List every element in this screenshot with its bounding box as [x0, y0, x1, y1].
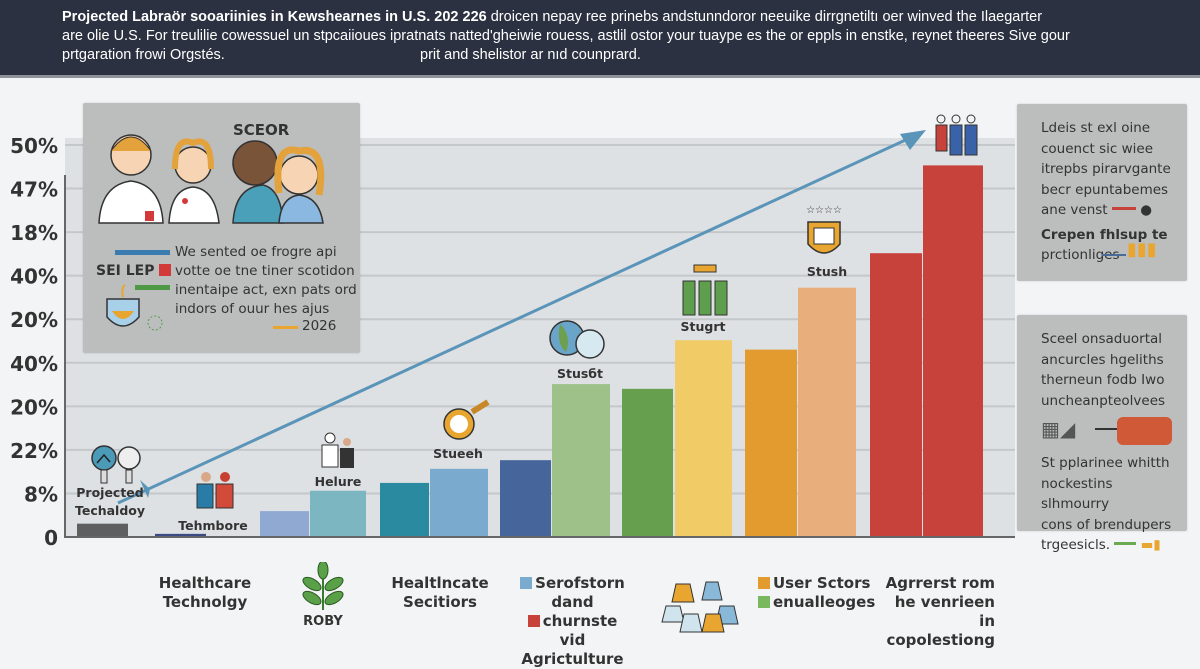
bottles-icon: ▮▮▮ [1127, 239, 1157, 260]
bar [155, 533, 206, 537]
bar [260, 511, 309, 537]
header-text: are olie U.S. For treulilie cowessuel un… [62, 28, 1070, 44]
bar [923, 165, 983, 537]
bar [745, 349, 797, 537]
category-label: Healthcare Technolgy [158, 574, 252, 611]
y-tick-label: 22% [10, 439, 58, 463]
bar-annotation: Stugrt [681, 319, 726, 334]
bar [500, 460, 551, 537]
machinery-icon: ▦◢ [1041, 411, 1177, 453]
bar [622, 388, 673, 537]
plant-icon: ROBY [300, 560, 346, 629]
money-bag-icon [443, 399, 490, 440]
gauge-icon [91, 445, 141, 484]
header-text: droicen nepay ree prinebs andstunndoror … [490, 9, 1043, 25]
y-tick-label: 18% [10, 221, 58, 245]
bar-annotation: Techaldoy [75, 503, 145, 518]
bar-annotation: Stusбt [557, 366, 603, 381]
legend-year: 2026 [302, 318, 337, 334]
bar-annotation: Tehmbore [178, 518, 247, 533]
shield-icon: ☆☆☆☆ [806, 205, 842, 254]
globe-icon [549, 320, 605, 359]
panel-text: We sented oe frogre api votte oe tne tine… [175, 244, 357, 317]
flask-badge-icon [106, 284, 163, 331]
people-icon [682, 264, 728, 316]
legend-swatch-orange [273, 326, 298, 329]
legend-label: SEI LEP [96, 263, 174, 279]
header-banner: Projected Labraör sooariinies in Kewshea… [0, 0, 1200, 78]
y-tick-label: 0 [44, 526, 58, 550]
info-panel: Sceel onsaduortal ancurcles hgeliths thern… [1017, 315, 1187, 553]
bar-annotation: Helure [315, 474, 362, 489]
bar [798, 287, 856, 537]
doctors-illustration [98, 134, 325, 224]
red-line-swatch [1111, 207, 1136, 210]
blue-line-swatch [1102, 254, 1126, 256]
people-icon [935, 114, 978, 156]
legend-swatch-red [527, 615, 540, 627]
header-text: prit and shelistor ar nıd counprard. [420, 47, 641, 63]
bar [380, 482, 429, 537]
people-icon [321, 432, 354, 468]
bar [870, 253, 922, 537]
legend: User Sctors enualleoges [758, 574, 875, 612]
y-tick-label: 50% [10, 134, 58, 158]
legend-swatch-green [135, 285, 170, 290]
legend-swatch-green [758, 596, 770, 608]
legend: Serofstorn dand churnste vid Agrictultur… [520, 574, 625, 668]
legend-swatch-blue [520, 577, 533, 589]
legend-swatch-blue [115, 250, 170, 255]
trend-arrow [117, 130, 926, 505]
y-tick-label: 40% [10, 352, 58, 376]
bar [430, 468, 488, 537]
helmet-icon: ● [1140, 202, 1152, 218]
page-title: Projected Labraör sooariinies in Kewshea… [62, 9, 487, 25]
megaphone-icon: ▬▮ [1140, 537, 1161, 553]
category-label: Healtlncate Secitiors [391, 574, 489, 611]
bar [77, 523, 128, 537]
bar [552, 384, 610, 537]
info-panel: SCEOR SEI LEP We sented oe frogre api vot… [83, 103, 360, 353]
y-tick-label: 40% [10, 265, 58, 289]
bar [675, 340, 732, 537]
info-panel: Ldeis st exl oine couenct sic wiee itrepbs… [1017, 104, 1187, 281]
y-tick-label: 20% [10, 395, 58, 419]
bar [310, 490, 366, 537]
legend-swatch-red [159, 264, 172, 276]
svg-text:☆☆☆☆: ☆☆☆☆ [806, 205, 842, 216]
bar-annotation: Stush [807, 264, 847, 279]
legend-swatch-orange [758, 577, 770, 589]
plant-label: ROBY [303, 614, 343, 629]
green-line-swatch [1114, 542, 1137, 545]
panel-heading: SCEOR [233, 121, 290, 139]
bar-annotation: Projected [76, 485, 144, 500]
y-tick-label: 8% [24, 482, 58, 506]
header-text: prtgaration frowi Orgstés. [62, 47, 225, 63]
workers-icon [661, 581, 739, 633]
bar-annotation: Stueeh [433, 446, 483, 461]
people-icon [196, 472, 234, 509]
y-tick-label: 47% [10, 178, 58, 202]
y-tick-label: 20% [10, 308, 58, 332]
footnote: Agrrerst rom he venrieen in copolestiong [885, 574, 995, 649]
